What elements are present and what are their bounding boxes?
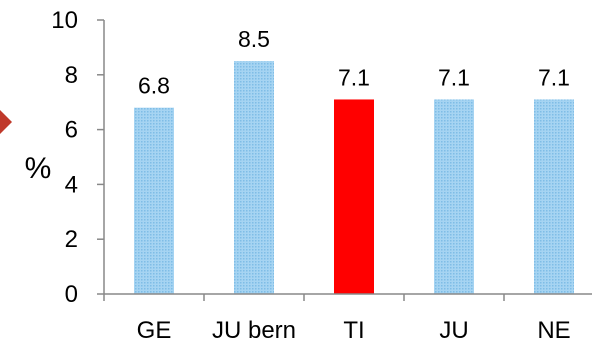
bar-ti xyxy=(334,99,374,295)
x-tick-label: JU xyxy=(439,317,468,344)
data-label: 7.1 xyxy=(438,64,470,90)
y-tick-label: 10 xyxy=(51,7,78,34)
y-tick-label: 4 xyxy=(65,171,78,198)
x-tick-label: TI xyxy=(343,317,364,344)
bar-ju xyxy=(434,99,474,295)
y-tick-label: 0 xyxy=(65,281,78,308)
arrow-marker-icon xyxy=(0,110,12,134)
data-label: 6.8 xyxy=(138,73,170,99)
y-tick-label: 8 xyxy=(65,62,78,89)
y-axis-label: % xyxy=(25,152,52,185)
data-label: 7.1 xyxy=(538,64,570,90)
x-tick-label: GE xyxy=(137,317,172,344)
y-tick-label: 2 xyxy=(65,226,78,253)
data-label: 7.1 xyxy=(338,64,370,90)
data-label: 8.5 xyxy=(238,26,270,52)
x-tick-label: NE xyxy=(537,317,570,344)
x-tick-label: JU bern xyxy=(212,317,296,344)
bar-ge xyxy=(134,107,174,295)
bar-ne xyxy=(534,99,574,295)
bar-ju-bern xyxy=(234,61,274,294)
y-tick-label: 6 xyxy=(65,117,78,144)
